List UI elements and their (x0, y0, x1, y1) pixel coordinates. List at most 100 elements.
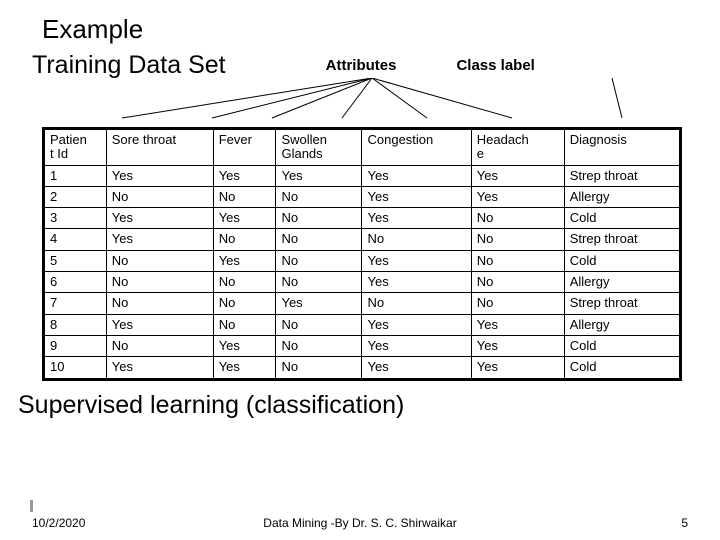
table-header-cell: Sore throat (106, 129, 213, 166)
table-header-cell: Congestion (362, 129, 471, 166)
slide-title: Example (42, 14, 688, 45)
table-cell: Yes (276, 165, 362, 186)
table-cell: No (362, 293, 471, 314)
table-cell: Yes (471, 357, 564, 379)
table-cell: No (276, 250, 362, 271)
table-cell: Yes (213, 335, 276, 356)
table-cell: Yes (106, 357, 213, 379)
table-cell: 6 (44, 272, 107, 293)
table-cell: 2 (44, 186, 107, 207)
table-cell: No (106, 186, 213, 207)
attributes-label: Attributes (326, 57, 397, 74)
table-cell: No (471, 272, 564, 293)
table-header-cell: Headache (471, 129, 564, 166)
table-body: 1YesYesYesYesYesStrep throat2NoNoNoYesYe… (44, 165, 681, 379)
table-cell: Yes (362, 186, 471, 207)
table-cell: No (362, 229, 471, 250)
slide-subtitle: Training Data Set (32, 51, 226, 80)
table-cell: Yes (106, 165, 213, 186)
table-cell: Yes (106, 229, 213, 250)
table-cell: No (276, 357, 362, 379)
table-cell: 4 (44, 229, 107, 250)
table-row: 1YesYesYesYesYesStrep throat (44, 165, 681, 186)
class-label: Class label (456, 57, 534, 74)
table-cell: No (276, 272, 362, 293)
table-cell: No (213, 293, 276, 314)
table-row: 3YesYesNoYesNoCold (44, 208, 681, 229)
table-cell: Strep throat (564, 229, 680, 250)
table-cell: No (276, 186, 362, 207)
table-cell: Yes (213, 208, 276, 229)
table-cell: Strep throat (564, 165, 680, 186)
table-cell: No (276, 335, 362, 356)
table-row: 8YesNoNoYesYesAllergy (44, 314, 681, 335)
table-cell: Allergy (564, 186, 680, 207)
table-cell: 1 (44, 165, 107, 186)
table-cell: Cold (564, 335, 680, 356)
table-row: 7NoNoYesNoNoStrep throat (44, 293, 681, 314)
table-cell: Cold (564, 208, 680, 229)
table-cell: No (276, 314, 362, 335)
table-cell: 7 (44, 293, 107, 314)
table-cell: Yes (213, 165, 276, 186)
table-cell: Strep throat (564, 293, 680, 314)
table-cell: No (213, 229, 276, 250)
footer-page-number: 5 (681, 516, 688, 530)
table-cell: Cold (564, 250, 680, 271)
table-cell: Yes (471, 165, 564, 186)
table-row: 2NoNoNoYesYesAllergy (44, 186, 681, 207)
table-cell: Cold (564, 357, 680, 379)
table-cell: Yes (106, 208, 213, 229)
table-cell: No (471, 229, 564, 250)
table-row: 9NoYesNoYesYesCold (44, 335, 681, 356)
bottom-caption: Supervised learning (classification) (18, 391, 688, 420)
table-cell: Yes (362, 208, 471, 229)
table-cell: No (213, 314, 276, 335)
table-header-cell: Diagnosis (564, 129, 680, 166)
table-header-cell: Fever (213, 129, 276, 166)
table-header-cell: Patient Id (44, 129, 107, 166)
table-cell: No (106, 293, 213, 314)
table-row: 5NoYesNoYesNoCold (44, 250, 681, 271)
table-header-row: Patient IdSore throatFeverSwollenGlandsC… (44, 129, 681, 166)
connector-lines (42, 78, 682, 120)
table-cell: Yes (471, 314, 564, 335)
table-row: 4YesNoNoNoNoStrep throat (44, 229, 681, 250)
table-cell: Yes (106, 314, 213, 335)
table-cell: Yes (362, 165, 471, 186)
table-cell: No (106, 335, 213, 356)
table-cell: Yes (362, 314, 471, 335)
table-cell: 3 (44, 208, 107, 229)
table-row: 10YesYesNoYesYesCold (44, 357, 681, 379)
table-cell: No (276, 229, 362, 250)
table-cell: Yes (362, 250, 471, 271)
table-cell: Yes (276, 293, 362, 314)
table-cell: No (276, 208, 362, 229)
table-header-cell: SwollenGlands (276, 129, 362, 166)
table-cell: No (106, 250, 213, 271)
table-cell: Yes (213, 357, 276, 379)
table-row: 6NoNoNoYesNoAllergy (44, 272, 681, 293)
table-cell: Yes (471, 335, 564, 356)
table-cell: No (471, 208, 564, 229)
slide-footer: 10/2/2020 Data Mining -By Dr. S. C. Shir… (32, 516, 688, 530)
table-cell: Yes (362, 357, 471, 379)
table-cell: No (471, 293, 564, 314)
table-cell: No (471, 250, 564, 271)
table-cell: No (213, 272, 276, 293)
table-cell: Yes (362, 272, 471, 293)
table-cell: Allergy (564, 272, 680, 293)
table-cell: No (213, 186, 276, 207)
table-cell: 5 (44, 250, 107, 271)
table-cell: 10 (44, 357, 107, 379)
table-cell: No (106, 272, 213, 293)
table-cell: 9 (44, 335, 107, 356)
footer-author: Data Mining -By Dr. S. C. Shirwaikar (263, 516, 456, 530)
table-cell: Yes (213, 250, 276, 271)
footer-date: 10/2/2020 (32, 516, 85, 530)
table-cell: Allergy (564, 314, 680, 335)
training-data-table: Patient IdSore throatFeverSwollenGlandsC… (42, 127, 682, 381)
footer-accent-bar (30, 500, 33, 512)
table-cell: 8 (44, 314, 107, 335)
table-cell: Yes (471, 186, 564, 207)
